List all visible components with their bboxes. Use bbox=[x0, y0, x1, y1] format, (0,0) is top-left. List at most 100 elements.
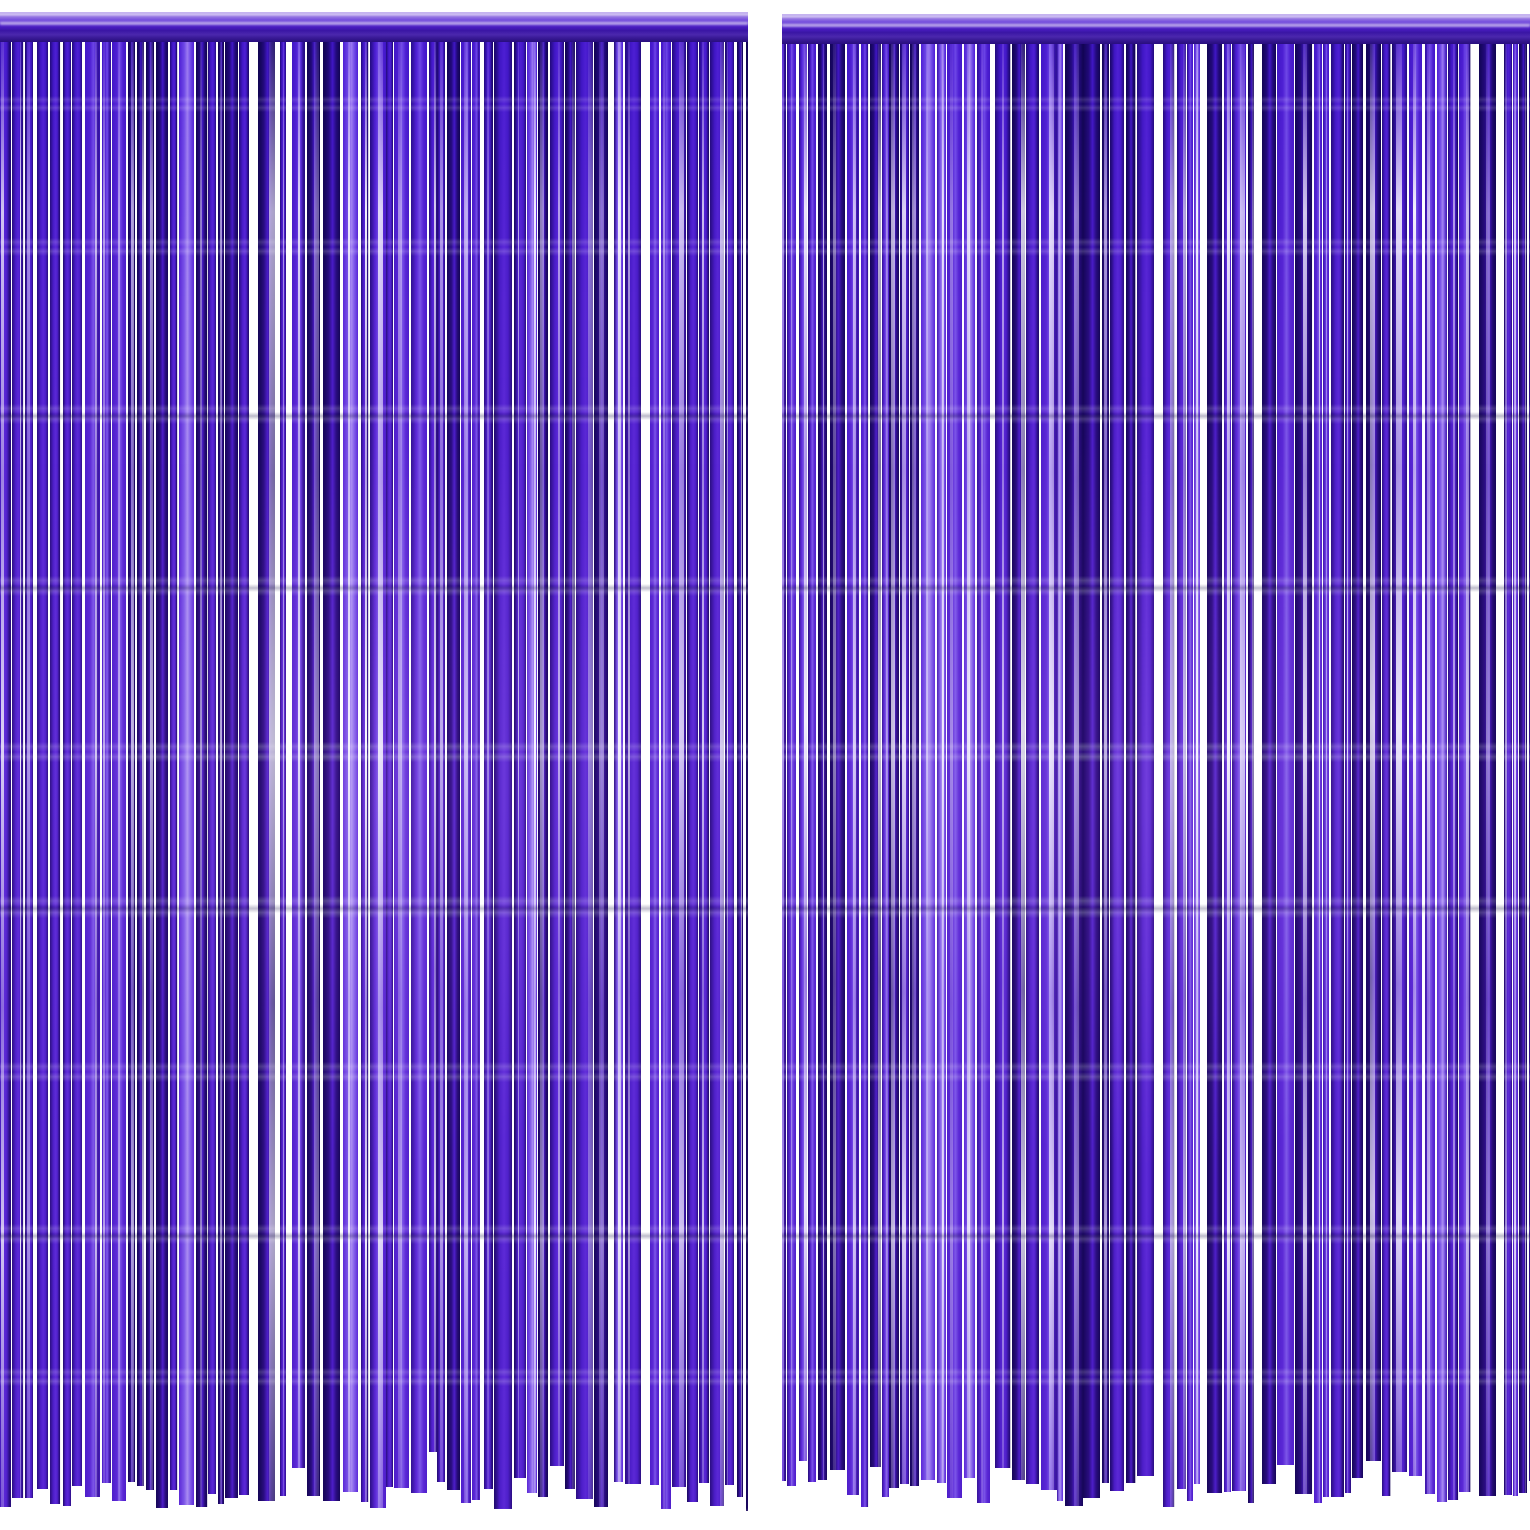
fringe-strand bbox=[650, 36, 660, 1486]
strand-shadow-edge bbox=[222, 36, 224, 1504]
fringe-strand bbox=[437, 36, 446, 1482]
specular-highlight bbox=[19, 36, 22, 1498]
strand-surface bbox=[798, 38, 808, 1462]
strand-shadow-edge bbox=[323, 36, 329, 1502]
specular-highlight bbox=[618, 36, 622, 1483]
specular-highlight bbox=[822, 38, 824, 1480]
fringe-strand bbox=[1224, 38, 1232, 1492]
strand-surface bbox=[1314, 38, 1322, 1503]
strand-shadow-edge bbox=[1424, 38, 1428, 1494]
specular-highlight bbox=[719, 36, 726, 1506]
strand-surface bbox=[1176, 38, 1187, 1489]
fringe-strand bbox=[207, 36, 217, 1495]
specular-highlight bbox=[219, 36, 223, 1504]
strand-shadow-edge bbox=[687, 36, 691, 1503]
strand-shadow-edge bbox=[564, 36, 568, 1489]
fringe-strand bbox=[808, 38, 816, 1482]
fringe-strand bbox=[1109, 38, 1125, 1491]
strand-shadow-edge bbox=[390, 36, 393, 1487]
specular-highlight bbox=[117, 36, 120, 1501]
strand-surface bbox=[1262, 38, 1277, 1484]
specular-highlight bbox=[878, 38, 882, 1467]
strand-shadow-edge bbox=[1035, 38, 1039, 1484]
fringe-strand bbox=[1064, 38, 1083, 1506]
specular-highlight bbox=[283, 36, 285, 1496]
specular-highlight bbox=[599, 36, 604, 1507]
specular-highlight bbox=[533, 36, 537, 1494]
fringe-strand bbox=[614, 36, 623, 1483]
strand-surface bbox=[1528, 38, 1530, 1482]
specular-highlight bbox=[1318, 38, 1320, 1503]
fringe-strand bbox=[292, 36, 306, 1468]
specular-highlight bbox=[1396, 38, 1403, 1472]
strand-surface bbox=[224, 36, 239, 1498]
strand-surface bbox=[550, 36, 564, 1466]
strand-shadow-edge bbox=[1444, 38, 1448, 1503]
specular-highlight bbox=[1074, 38, 1080, 1506]
specular-highlight bbox=[1196, 38, 1198, 1485]
fringe-strand bbox=[594, 36, 608, 1507]
strand-shadow-edge bbox=[203, 36, 207, 1507]
strand-shadow-edge bbox=[490, 36, 493, 1490]
header-band-top-edge bbox=[782, 14, 1530, 24]
specular-highlight bbox=[833, 38, 837, 1470]
strand-surface bbox=[360, 36, 369, 1503]
fringe-strand bbox=[1503, 38, 1512, 1495]
specular-highlight bbox=[1524, 38, 1527, 1494]
strand-shadow-edge bbox=[594, 36, 599, 1507]
fringe-strand bbox=[386, 36, 393, 1487]
fringe-strand bbox=[860, 38, 868, 1507]
specular-highlight bbox=[1020, 38, 1026, 1480]
strand-shadow-edge bbox=[57, 36, 61, 1504]
strand-surface bbox=[1503, 38, 1512, 1495]
fringe-strand bbox=[1408, 38, 1422, 1476]
specular-highlight bbox=[1427, 38, 1430, 1494]
fringe-strand bbox=[1437, 38, 1448, 1503]
strand-surface bbox=[564, 36, 576, 1489]
fringe-strand bbox=[737, 36, 744, 1498]
specular-highlight bbox=[1452, 38, 1455, 1500]
strand-surface bbox=[238, 36, 249, 1496]
fringe-strand bbox=[817, 38, 828, 1480]
strand-shadow-edge bbox=[910, 38, 914, 1486]
fringe-strand bbox=[1026, 38, 1039, 1484]
strand-shadow-edge bbox=[1186, 38, 1189, 1501]
strand-shadow-edge bbox=[467, 36, 471, 1503]
fringe-strand bbox=[1012, 38, 1026, 1480]
specular-highlight bbox=[1002, 38, 1005, 1468]
specular-highlight bbox=[925, 38, 929, 1480]
strand-surface bbox=[1437, 38, 1448, 1503]
fringe-strand bbox=[1345, 38, 1351, 1494]
specular-highlight bbox=[627, 36, 631, 1484]
fringe-strand bbox=[84, 36, 100, 1497]
specular-highlight bbox=[1504, 38, 1508, 1495]
strand-surface bbox=[280, 36, 286, 1496]
strand-surface bbox=[860, 38, 868, 1507]
specular-highlight bbox=[726, 36, 729, 1486]
fringe-strand bbox=[1458, 38, 1471, 1492]
fringe-strand bbox=[550, 36, 564, 1466]
fringe-strand bbox=[1083, 38, 1101, 1498]
fringe-strand bbox=[937, 38, 947, 1483]
strand-surface bbox=[1109, 38, 1125, 1491]
specular-highlight bbox=[487, 36, 490, 1490]
specular-highlight bbox=[1183, 38, 1187, 1489]
strand-shadow-edge bbox=[455, 36, 460, 1490]
strand-shadow-edge bbox=[258, 36, 264, 1502]
strand-surface bbox=[576, 36, 593, 1500]
specular-highlight bbox=[950, 38, 953, 1499]
strand-shadow-edge bbox=[1012, 38, 1017, 1480]
strand-surface bbox=[127, 36, 135, 1483]
strand-surface bbox=[937, 38, 947, 1483]
strand-shadow-edge bbox=[1057, 38, 1059, 1501]
specular-highlight bbox=[912, 38, 916, 1486]
fringe-strand bbox=[1247, 38, 1255, 1504]
strand-surface bbox=[62, 36, 72, 1506]
strand-shadow-edge bbox=[1232, 38, 1237, 1491]
fringe-strand bbox=[238, 36, 249, 1496]
strand-surface bbox=[483, 36, 493, 1490]
header-band-crease bbox=[0, 22, 748, 25]
fringe-strand bbox=[370, 36, 386, 1508]
fringe-strand bbox=[699, 36, 710, 1483]
fringe-strand bbox=[483, 36, 493, 1490]
